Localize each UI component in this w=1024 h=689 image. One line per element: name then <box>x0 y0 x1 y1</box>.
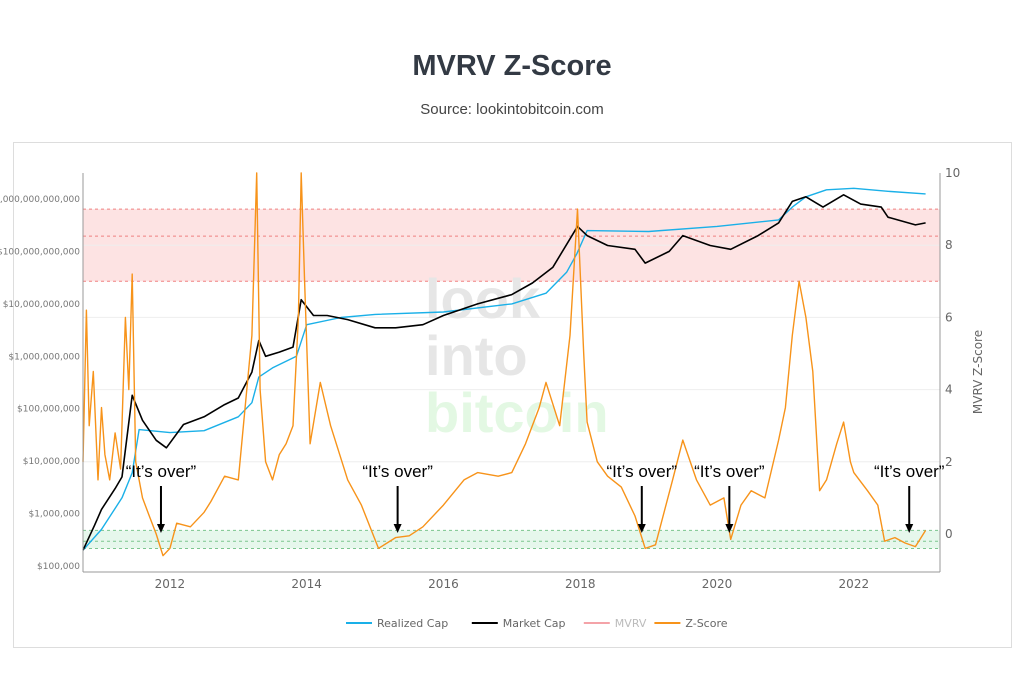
left-tick-label: $10,000,000,000 <box>3 300 81 310</box>
right-tick-label: 2 <box>945 455 953 469</box>
left-tick-label: $100,000,000,000 <box>0 247 80 257</box>
page-title: MVRV Z-Score <box>412 50 612 82</box>
arrow-head-icon <box>637 524 646 533</box>
chart-source: Source: lookintobitcoin.com <box>420 101 604 118</box>
arrow-head-icon <box>905 524 914 533</box>
svg-text:bitcoin: bitcoin <box>425 381 609 444</box>
left-tick-label: $100,000 <box>37 562 80 572</box>
right-tick-label: 6 <box>945 310 953 324</box>
left-tick-label: $1,000,000 <box>28 510 80 520</box>
x-tick-label: 2014 <box>291 577 322 591</box>
left-tick-label: 1,000,000,000,000 <box>0 195 80 205</box>
arrow-head-icon <box>725 524 734 533</box>
left-tick-label: $100,000,000 <box>17 405 80 415</box>
legend-item-market-cap[interactable]: Market Cap <box>503 617 566 630</box>
annotation-label: “It’s over” <box>874 462 945 481</box>
series-market-cap <box>82 194 926 551</box>
arrow-head-icon <box>156 524 165 533</box>
svg-text:look: look <box>425 267 541 330</box>
band-1 <box>83 530 940 549</box>
annotation-label: “It’s over” <box>126 462 197 481</box>
arrow-head-icon <box>393 524 402 533</box>
x-tick-label: 2020 <box>702 577 733 591</box>
legend-item-realized-cap[interactable]: Realized Cap <box>377 617 448 630</box>
annotation-label: “It’s over” <box>362 462 433 481</box>
x-tick-label: 2022 <box>839 577 870 591</box>
series-realized-cap <box>82 187 926 551</box>
x-tick-label: 2016 <box>428 577 459 591</box>
x-tick-label: 2012 <box>155 577 186 591</box>
watermark-logo: look into bitcoin <box>425 267 609 444</box>
right-tick-label: 4 <box>945 383 953 397</box>
x-tick-label: 2018 <box>565 577 596 591</box>
right-tick-label: 10 <box>945 166 960 180</box>
right-tick-label: 0 <box>945 527 953 541</box>
chart-card <box>13 142 1012 648</box>
svg-text:into: into <box>425 324 528 387</box>
annotation-label: “It’s over” <box>694 462 765 481</box>
annotation-label: “It’s over” <box>607 462 678 481</box>
legend-item-z-score[interactable]: Z-Score <box>685 617 727 630</box>
right-tick-label: 8 <box>945 238 953 252</box>
left-tick-label: $10,000,000 <box>23 457 81 467</box>
right-axis-title: MVRV Z-Score <box>971 330 985 414</box>
left-tick-label: $1,000,000,000 <box>8 352 80 362</box>
legend-item-mvrv[interactable]: MVRV <box>615 617 647 630</box>
series-z-score <box>82 172 927 557</box>
